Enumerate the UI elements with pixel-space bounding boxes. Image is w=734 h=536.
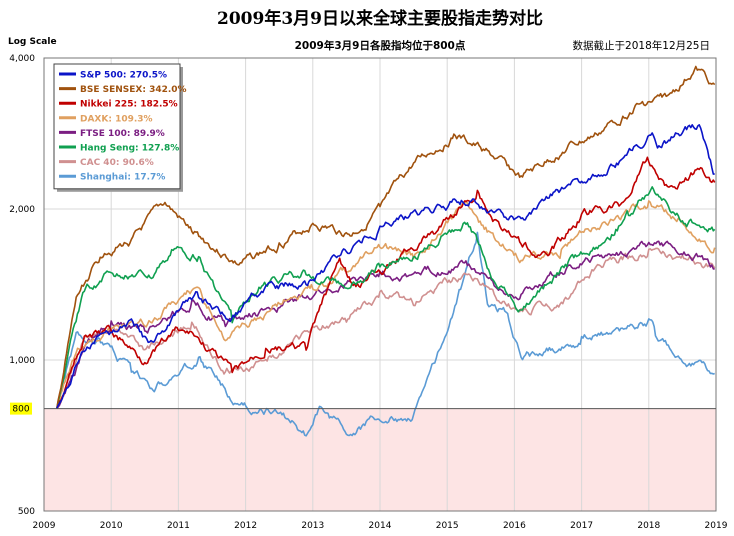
series-line (56, 124, 715, 409)
data-cutoff-note: 数据截止于2018年12月25日 (573, 39, 710, 52)
legend-entry: BSE SENSEX: 342.0% (80, 85, 187, 95)
chart-subtitle: 2009年3月9日各股指均位于800点 (295, 39, 466, 52)
series-line (56, 65, 716, 409)
legend-entry: Shanghai: 17.7% (80, 173, 165, 183)
legend-entry: CAC 40: 90.6% (80, 158, 154, 168)
x-tick-label: 2017 (570, 521, 593, 531)
legend-entry: DAXK: 109.3% (80, 114, 153, 124)
x-tick-label: 2013 (301, 521, 324, 531)
series-line (56, 231, 715, 437)
x-tick-label: 2012 (234, 521, 257, 531)
series-line (56, 156, 716, 409)
series-line (56, 186, 716, 409)
x-tick-label: 2009 (33, 521, 56, 531)
y-tick-label: 800 (12, 405, 29, 415)
x-tick-label: 2014 (369, 521, 392, 531)
baseline-label-highlight (10, 402, 32, 415)
x-tick-label: 2010 (100, 521, 123, 531)
x-tick-label: 2011 (167, 521, 190, 531)
legend-entry: FTSE 100: 89.9% (80, 129, 165, 139)
x-tick-label: 2015 (436, 521, 459, 531)
y-tick-label: 1,000 (9, 356, 35, 366)
series-line (56, 200, 716, 409)
y-tick-label: 4,000 (9, 54, 35, 64)
legend-entry: S&P 500: 270.5% (80, 71, 167, 81)
legend-entry: Hang Seng: 127.8% (80, 144, 179, 154)
x-tick-label: 2018 (637, 521, 660, 531)
legend (53, 63, 181, 190)
legend-entry: Nikkei 225: 182.5% (80, 100, 178, 110)
chart-title: 2009年3月9日以来全球主要股指走势对比 (217, 8, 543, 29)
x-tick-label: 2016 (503, 521, 526, 531)
x-tick-label: 2019 (705, 521, 728, 531)
y-tick-label: 500 (18, 507, 35, 517)
y-scale-label: Log Scale (8, 37, 57, 47)
y-tick-label: 2,000 (9, 205, 35, 215)
series-line (56, 240, 715, 410)
plot-area: 500 800 1,000 2,000 4,000 2009 2010 2011 2012 201… (9, 54, 727, 531)
plot-frame (43, 57, 717, 512)
